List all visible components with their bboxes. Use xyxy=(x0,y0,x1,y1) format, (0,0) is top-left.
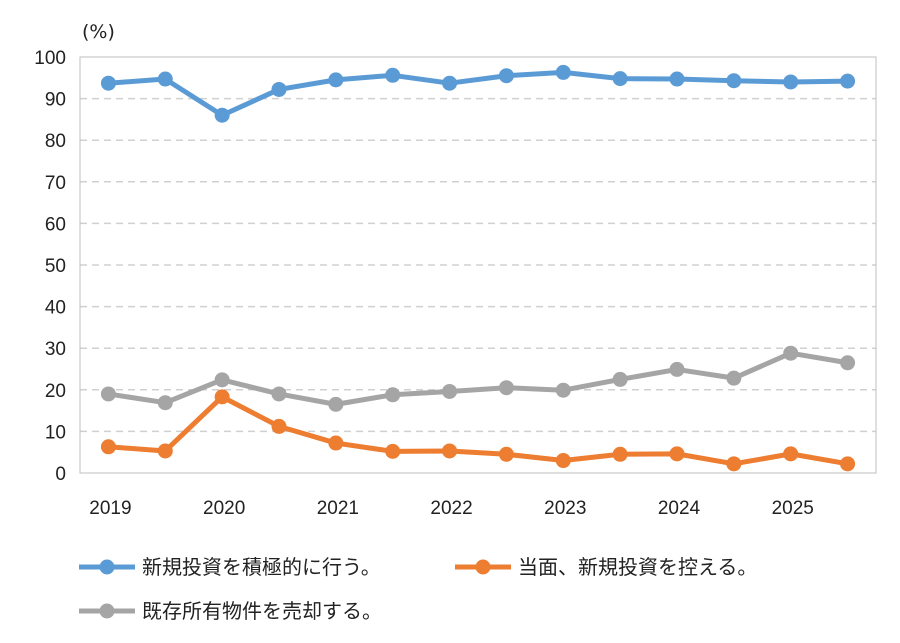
series-line xyxy=(105,69,851,118)
y-axis-ticks: 0 10 20 30 40 50 60 70 80 90 100 xyxy=(34,48,66,485)
data-point xyxy=(840,456,856,472)
data-point xyxy=(442,443,458,459)
data-point xyxy=(669,446,685,462)
x-axis-ticks: 2019 2020 2021 2022 2023 2024 2025 xyxy=(89,498,814,519)
y-tick-label: 10 xyxy=(45,422,66,443)
y-tick-label: 70 xyxy=(45,173,66,194)
data-point xyxy=(271,81,287,97)
y-tick-label: 60 xyxy=(45,214,66,235)
data-point xyxy=(100,439,116,455)
data-point xyxy=(783,345,799,361)
series-line xyxy=(105,350,851,407)
series-3 xyxy=(100,345,856,412)
data-point xyxy=(157,71,173,87)
data-point xyxy=(214,372,230,388)
data-point xyxy=(271,418,287,434)
y-axis-unit-label: (%) xyxy=(82,21,115,43)
y-tick-label: 30 xyxy=(45,339,66,360)
data-point xyxy=(498,446,514,462)
series-layer xyxy=(100,64,856,472)
y-tick-label: 100 xyxy=(34,48,66,69)
legend-item: 既存所有物件を売却する。 xyxy=(79,599,382,623)
data-point xyxy=(783,74,799,90)
data-point xyxy=(612,446,628,462)
data-point xyxy=(214,389,230,405)
legend-swatch-marker xyxy=(99,559,115,575)
x-tick-label: 2021 xyxy=(317,498,359,519)
data-point xyxy=(385,67,401,83)
y-tick-label: 20 xyxy=(45,381,66,402)
data-point xyxy=(669,361,685,377)
data-point xyxy=(498,68,514,84)
data-point xyxy=(498,380,514,396)
data-point xyxy=(726,456,742,472)
legend: 新規投資を積極的に行う。 当面、新規投資を控える。既存所有物件を売却する。 xyxy=(79,555,757,623)
data-point xyxy=(157,443,173,459)
data-point xyxy=(385,443,401,459)
series-1 xyxy=(100,64,856,123)
y-tick-label: 90 xyxy=(45,90,66,111)
data-point xyxy=(726,73,742,89)
series-2 xyxy=(100,389,856,472)
data-point xyxy=(442,383,458,399)
gridlines xyxy=(80,97,876,433)
data-point xyxy=(555,382,571,398)
legend-item: 新規投資を積極的に行う。 xyxy=(79,555,381,579)
data-point xyxy=(555,453,571,469)
data-point xyxy=(783,446,799,462)
x-tick-label: 2020 xyxy=(203,498,245,519)
data-point xyxy=(328,72,344,88)
data-point xyxy=(555,64,571,80)
data-point xyxy=(100,386,116,402)
y-tick-label: 0 xyxy=(55,464,66,485)
y-tick-label: 80 xyxy=(45,131,66,152)
data-point xyxy=(214,107,230,123)
data-point xyxy=(840,73,856,89)
data-point xyxy=(157,395,173,411)
x-tick-label: 2022 xyxy=(430,498,472,519)
data-point xyxy=(271,386,287,402)
data-point xyxy=(612,71,628,87)
legend-label: 新規投資を積極的に行う。 xyxy=(142,555,381,579)
y-tick-label: 50 xyxy=(45,256,66,277)
data-point xyxy=(442,75,458,91)
data-point xyxy=(100,75,116,91)
data-point xyxy=(328,435,344,451)
y-tick-label: 40 xyxy=(45,298,66,319)
data-point xyxy=(328,396,344,412)
data-point xyxy=(726,370,742,386)
legend-item: 当面、新規投資を控える。 xyxy=(455,555,757,579)
x-tick-label: 2019 xyxy=(89,498,131,519)
series-line xyxy=(105,394,851,467)
legend-label: 当面、新規投資を控える。 xyxy=(518,555,757,579)
legend-swatch-marker xyxy=(475,559,491,575)
data-point xyxy=(840,355,856,371)
data-point xyxy=(612,371,628,387)
plot-area xyxy=(79,56,877,474)
legend-label: 既存所有物件を売却する。 xyxy=(142,599,382,623)
x-tick-label: 2023 xyxy=(544,498,586,519)
data-point xyxy=(385,387,401,403)
x-tick-label: 2024 xyxy=(658,498,701,519)
x-tick-label: 2025 xyxy=(772,498,814,519)
data-point xyxy=(669,71,685,87)
legend-swatch-marker xyxy=(99,603,115,619)
